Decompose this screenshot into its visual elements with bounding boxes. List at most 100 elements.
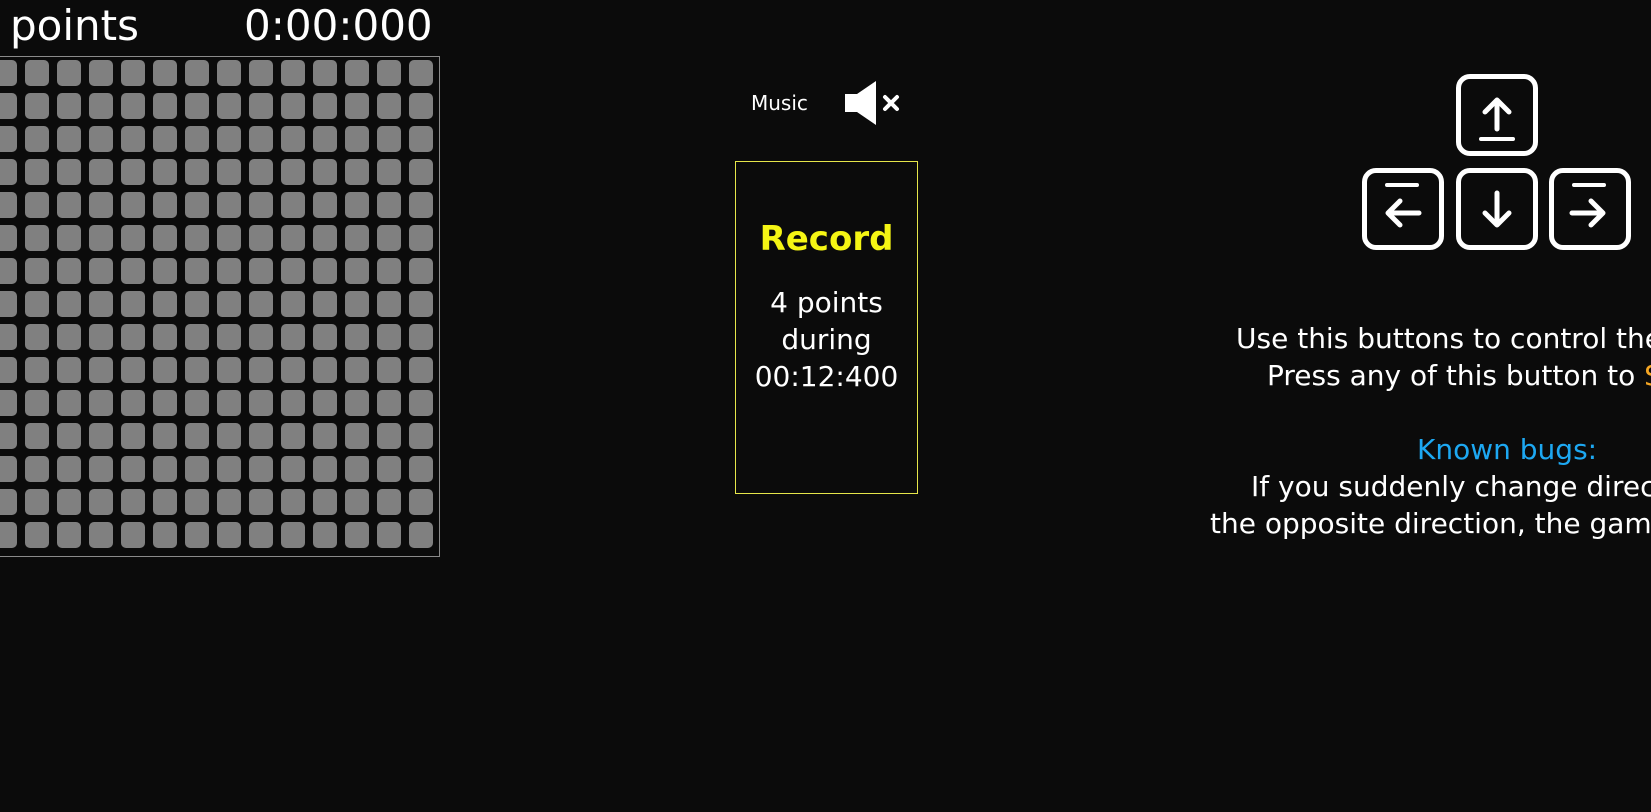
board-cell xyxy=(217,291,241,317)
board-cell xyxy=(0,126,17,152)
board-cell xyxy=(217,522,241,548)
board-cell xyxy=(249,357,273,383)
board-cell xyxy=(0,93,17,119)
board-cell xyxy=(25,390,49,416)
board-cell xyxy=(217,159,241,185)
board-cell xyxy=(313,522,337,548)
board-cell xyxy=(153,390,177,416)
board-cell xyxy=(281,522,305,548)
board-cell xyxy=(121,291,145,317)
record-during: during xyxy=(781,323,872,356)
board-cell xyxy=(153,258,177,284)
board-cell xyxy=(89,390,113,416)
board-cell xyxy=(185,291,209,317)
board-cell xyxy=(153,357,177,383)
key-right-button[interactable] xyxy=(1549,168,1631,250)
board-cell xyxy=(281,258,305,284)
board-cell xyxy=(345,93,369,119)
board-cell xyxy=(313,489,337,515)
board-cell xyxy=(345,357,369,383)
board-cell xyxy=(0,324,17,350)
board-cell xyxy=(57,357,81,383)
board-cell xyxy=(249,456,273,482)
board-cell xyxy=(281,423,305,449)
board-cell xyxy=(409,390,433,416)
help-start-prefix: Press any of this button to xyxy=(1267,359,1645,392)
board-cell xyxy=(377,522,401,548)
board-cell xyxy=(153,291,177,317)
board-cell xyxy=(25,225,49,251)
board-cell xyxy=(153,456,177,482)
board-cell xyxy=(249,489,273,515)
board-cell xyxy=(409,357,433,383)
board-cell xyxy=(409,126,433,152)
board-cell xyxy=(377,93,401,119)
board-cell xyxy=(153,324,177,350)
music-mute-button[interactable] xyxy=(843,79,901,127)
board-cell xyxy=(281,489,305,515)
board-cell xyxy=(249,423,273,449)
board-cell xyxy=(0,225,17,251)
board-cell xyxy=(249,126,273,152)
board-cell xyxy=(0,390,17,416)
key-left-button[interactable] xyxy=(1362,168,1444,250)
board-cell xyxy=(377,489,401,515)
board-cell xyxy=(313,225,337,251)
board-cell xyxy=(409,456,433,482)
board-cell xyxy=(345,489,369,515)
board-cell xyxy=(313,258,337,284)
board-cell xyxy=(313,159,337,185)
board-cell xyxy=(281,456,305,482)
board-cell xyxy=(217,456,241,482)
board-cell xyxy=(153,126,177,152)
board-cell xyxy=(121,159,145,185)
board-cell xyxy=(89,324,113,350)
board-cell xyxy=(57,456,81,482)
board-cell xyxy=(409,60,433,86)
board-cell xyxy=(217,93,241,119)
board-cell xyxy=(281,324,305,350)
board-cell xyxy=(313,456,337,482)
speaker-muted-icon xyxy=(845,81,899,125)
board-cell xyxy=(249,390,273,416)
board-cell xyxy=(0,258,17,284)
board-cell xyxy=(377,258,401,284)
board-cell xyxy=(153,423,177,449)
board-cell xyxy=(217,324,241,350)
board-cell xyxy=(185,522,209,548)
board-cell xyxy=(121,60,145,86)
board-cell xyxy=(249,93,273,119)
board-cell xyxy=(345,291,369,317)
board-cell xyxy=(89,291,113,317)
board-cell xyxy=(249,522,273,548)
board-cell xyxy=(345,159,369,185)
board-cell xyxy=(121,390,145,416)
board-cell xyxy=(121,93,145,119)
board-cell xyxy=(217,390,241,416)
known-bugs-line-2: the opposite direction, the game xyxy=(1210,507,1651,540)
board-cell xyxy=(217,258,241,284)
board-cell xyxy=(409,225,433,251)
board-cell xyxy=(121,192,145,218)
board-cell xyxy=(0,489,17,515)
key-down-button[interactable] xyxy=(1456,168,1538,250)
arrow-up-icon xyxy=(1479,97,1515,141)
board-cell xyxy=(0,60,17,86)
board-cell xyxy=(89,159,113,185)
board-cell xyxy=(57,159,81,185)
board-cell xyxy=(121,225,145,251)
board-cell xyxy=(217,192,241,218)
board-cell xyxy=(249,324,273,350)
game-board[interactable] xyxy=(0,56,440,557)
key-up-button[interactable] xyxy=(1456,74,1538,156)
board-cell xyxy=(89,225,113,251)
board-cell xyxy=(313,126,337,152)
board-cell xyxy=(345,192,369,218)
board-cell xyxy=(409,93,433,119)
board-cell xyxy=(281,126,305,152)
board-cell xyxy=(281,390,305,416)
board-cell xyxy=(185,93,209,119)
board-cell xyxy=(57,60,81,86)
board-cell xyxy=(89,60,113,86)
